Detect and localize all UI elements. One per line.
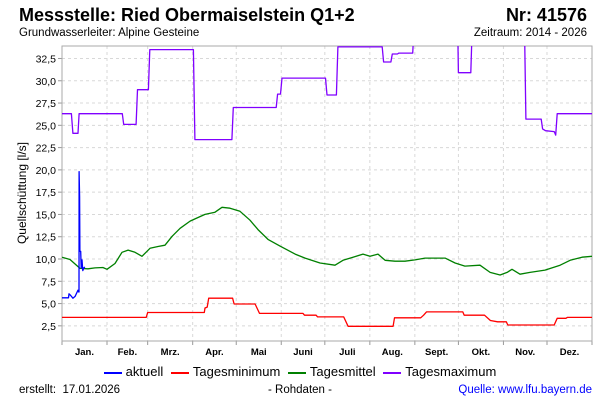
x-tick-label: Nov. bbox=[515, 347, 535, 358]
y-tick-label: 2,5 bbox=[41, 321, 56, 333]
source-link[interactable]: Quelle: www.lfu.bayern.de bbox=[458, 384, 592, 396]
aquifer-subtitle: Grundwasserleiter: Alpine Gesteine bbox=[19, 27, 200, 39]
x-tick-label: Apr. bbox=[205, 347, 223, 358]
created-info: erstellt: 17.01.2026 bbox=[19, 384, 120, 396]
series-group bbox=[62, 46, 592, 327]
y-tick-label: 17,5 bbox=[36, 187, 57, 199]
legend-swatch bbox=[287, 371, 306, 374]
plot-frame bbox=[61, 45, 593, 342]
x-tick-label: Okt. bbox=[472, 347, 490, 358]
legend-swatch bbox=[103, 371, 122, 374]
x-tick-label: Aug. bbox=[382, 347, 403, 358]
x-tick-label: Jan. bbox=[75, 347, 94, 358]
created-label: erstellt: bbox=[19, 384, 57, 396]
y-tick-label: 12,5 bbox=[36, 232, 57, 244]
legend-label: Tagesmaximum bbox=[405, 364, 497, 379]
y-tick-label: 5,0 bbox=[41, 299, 56, 311]
legend-item-tagesmaximum: Tagesmaximum bbox=[383, 364, 496, 379]
station-number: Nr: 41576 bbox=[505, 5, 587, 25]
x-tick-label: Sept. bbox=[425, 347, 448, 358]
raw-data-note: - Rohdaten - bbox=[268, 384, 332, 396]
legend-label: Tagesminimum bbox=[192, 364, 281, 379]
series-line-tagesmaximum bbox=[62, 46, 592, 141]
y-tick-label: 25,0 bbox=[36, 120, 57, 132]
x-tick-label: Dez. bbox=[560, 347, 580, 358]
legend-swatch bbox=[170, 371, 189, 374]
y-tick-label: 15,0 bbox=[36, 209, 57, 221]
y-tick-label: 30,0 bbox=[36, 76, 57, 88]
y-tick-label: 27,5 bbox=[36, 98, 57, 110]
legend-item-tagesminimum: Tagesminimum bbox=[170, 364, 281, 379]
y-axis-label: Quellschüttung [l/s] bbox=[15, 142, 29, 244]
y-tick-label: 20,0 bbox=[36, 165, 57, 177]
x-tick-label: Mrz. bbox=[161, 347, 180, 358]
x-tick-label: Juni bbox=[293, 347, 313, 358]
y-tick-label: 32,5 bbox=[36, 53, 57, 65]
x-tick-label: Mai bbox=[251, 347, 267, 358]
axes: 2,5 5,0 7,5 10,0 12,5 15,0 17,5 20,0 22,5 25,0 27,… bbox=[36, 45, 593, 358]
x-tick-label: Feb. bbox=[118, 347, 138, 358]
legend-item-aktuell: aktuell bbox=[103, 364, 164, 379]
created-date: 17.01.2026 bbox=[62, 384, 121, 396]
legend-label: aktuell bbox=[125, 364, 164, 379]
series-line-aktuell bbox=[62, 171, 86, 299]
x-tick-label: Juli bbox=[339, 347, 355, 358]
legend-label: Tagesmittel bbox=[309, 364, 376, 379]
legend-item-tagesmittel: Tagesmittel bbox=[287, 364, 376, 379]
legend-swatch bbox=[383, 371, 402, 374]
y-tick-label: 7,5 bbox=[41, 276, 56, 288]
legend: aktuell Tagesminimum Tagesmittel Tagesma… bbox=[0, 364, 600, 379]
series-line-tagesmittel bbox=[62, 206, 592, 276]
grid bbox=[62, 46, 592, 341]
time-range: Zeitraum: 2014 - 2026 bbox=[473, 27, 587, 39]
chart-title: Messstelle: Ried Obermaiselstein Q1+2 bbox=[19, 5, 355, 25]
y-tick-label: 22,5 bbox=[36, 143, 57, 155]
y-tick-label: 10,0 bbox=[36, 254, 57, 266]
series-line-tagesminimum bbox=[62, 297, 592, 327]
